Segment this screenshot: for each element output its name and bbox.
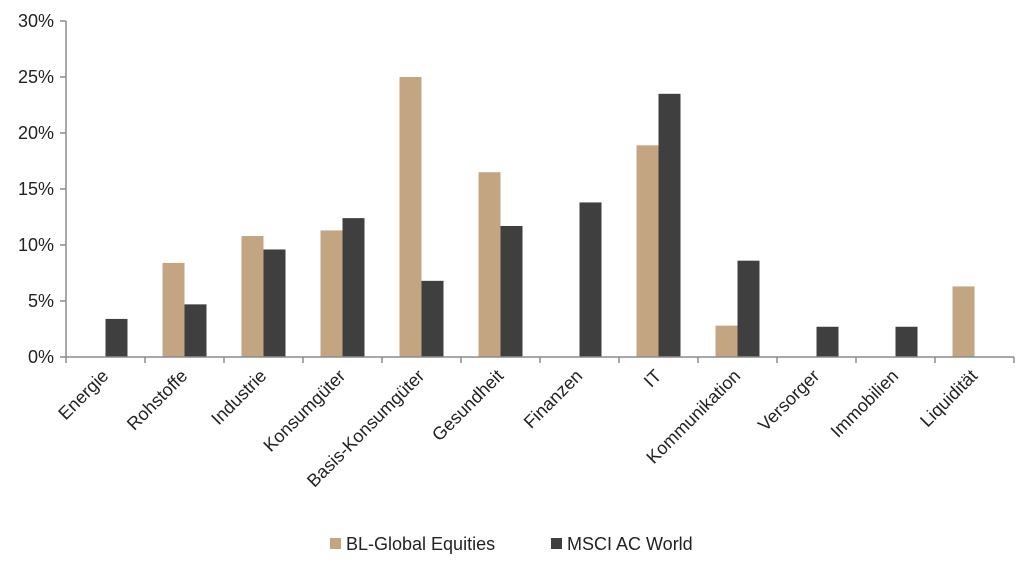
x-tick-label: Gesundheit (428, 366, 507, 445)
legend-swatch (551, 538, 562, 549)
bar-msci-ac-world (263, 249, 286, 357)
y-tick-label: 20% (18, 123, 54, 143)
y-tick-label: 10% (18, 235, 54, 255)
bar-bl-global-equities (715, 325, 738, 357)
y-tick-label: 5% (28, 291, 54, 311)
legend-label: BL-Global Equities (346, 534, 495, 554)
bars (105, 77, 975, 358)
x-tick-label: Rohstoffe (123, 366, 191, 434)
bar-msci-ac-world (816, 326, 839, 357)
y-axis: 0% 5% 10% 15% 20% 25% 30% (18, 11, 67, 367)
x-tick-label: IT (640, 366, 665, 391)
bar-msci-ac-world (737, 260, 760, 357)
legend-label: MSCI AC World (567, 534, 693, 554)
x-tick-label: Liquidität (916, 366, 981, 431)
bar-bl-global-equities (162, 262, 185, 357)
bar-msci-ac-world (421, 280, 444, 357)
bar-bl-global-equities (241, 236, 264, 357)
x-tick-label: Versorger (754, 366, 823, 435)
x-tick-label: Finanzen (520, 366, 587, 433)
bar-msci-ac-world (184, 304, 207, 357)
y-tick-label: 30% (18, 11, 54, 31)
x-tick-label: Industrie (207, 366, 270, 429)
bar-bl-global-equities (478, 172, 501, 357)
bar-msci-ac-world (342, 218, 365, 357)
x-tick-label: Energie (54, 366, 112, 424)
bar-bl-global-equities (320, 230, 343, 357)
y-tick-label: 25% (18, 67, 54, 87)
bar-msci-ac-world (105, 318, 128, 357)
bar-bl-global-equities (636, 145, 659, 357)
bar-msci-ac-world (895, 326, 918, 357)
y-tick-label: 0% (28, 347, 54, 367)
x-axis: Energie Rohstoffe IndustrieKonsumgüterBasi… (54, 356, 1015, 491)
x-tick-label: Immobilien (827, 366, 903, 442)
bar-bl-global-equities (399, 77, 422, 357)
bar-msci-ac-world (579, 202, 602, 357)
bar-msci-ac-world (500, 225, 523, 357)
y-tick-label: 15% (18, 179, 54, 199)
bar-bl-global-equities (952, 286, 975, 357)
legend-swatch (330, 538, 341, 549)
legend-item-msci-ac-world: MSCI AC World (551, 534, 693, 554)
x-tick-label: Konsumgüter (259, 366, 349, 456)
legend-item-bl-global-equities: BL-Global Equities (330, 534, 495, 554)
legend: BL-Global Equities MSCI AC World (330, 534, 693, 554)
bar-msci-ac-world (658, 93, 681, 358)
